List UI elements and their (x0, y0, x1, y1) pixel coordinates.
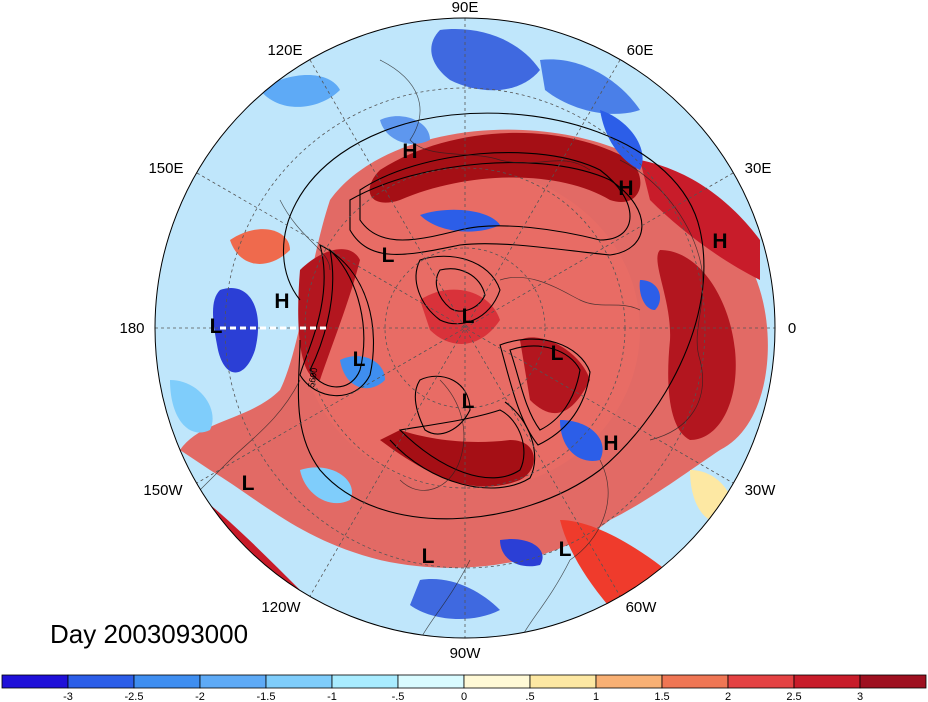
lon-label-60e: 60E (627, 42, 654, 59)
map-boundary (154, 17, 776, 639)
colorbar-tick-label: -1.5 (257, 691, 276, 702)
colorbar-tick-label: 2.5 (786, 691, 801, 702)
colorbar-tick-label: 1.5 (654, 691, 669, 702)
low-marker: L (353, 348, 366, 371)
colorbar-swatch (331, 674, 399, 689)
low-marker: L (551, 342, 564, 365)
lon-label-90w: 90W (450, 645, 482, 662)
colorbar-tick-label: .5 (525, 691, 534, 702)
lon-label-30e: 30E (745, 160, 772, 177)
colorbar-swatch (463, 674, 531, 689)
longitude-labels: 90E 60E 30E 0 30W 60W 90W 120W 150W 180 … (119, 0, 796, 662)
high-marker: H (402, 140, 417, 163)
colorbar-swatch (67, 674, 135, 689)
colorbar-tick-label: 0 (461, 691, 467, 702)
lon-label-60w: 60W (626, 599, 658, 616)
colorbar-swatch (397, 674, 465, 689)
colorbar: -3 -2.5 -2 -1.5 -1 -.5 0 .5 1 1.5 2 2.5 3 (1, 674, 927, 702)
contour-label: 5600 (306, 367, 319, 388)
high-marker: H (618, 177, 633, 200)
colorbar-tick-label: 1 (593, 691, 599, 702)
colorbar-swatch (133, 674, 201, 689)
lon-label-90e: 90E (452, 0, 479, 16)
high-marker: H (712, 230, 727, 253)
lon-label-0: 0 (788, 320, 796, 337)
colorbar-swatch (1, 674, 69, 689)
colorbar-tick-label: 3 (857, 691, 863, 702)
lon-label-150e: 150E (148, 160, 183, 177)
low-marker: L (210, 315, 223, 338)
colorbar-tick-label: -2 (195, 691, 205, 702)
colorbar-tick-label: -1 (327, 691, 337, 702)
colorbar-swatch (529, 674, 597, 689)
colorbar-tick-label: 2 (725, 691, 731, 702)
low-marker: L (382, 244, 395, 267)
colorbar-tick-label: -2.5 (125, 691, 144, 702)
colorbar-tick-label: -3 (63, 691, 73, 702)
colorbar-swatch (727, 674, 795, 689)
colorbar-swatch (199, 674, 267, 689)
pressure-system-markers: H H H H H L L L L L L L L L (210, 140, 728, 568)
height-contours (282, 112, 705, 520)
lon-label-120w: 120W (261, 599, 301, 616)
high-marker: H (603, 432, 618, 455)
low-marker: L (462, 390, 475, 413)
graticule (155, 18, 775, 638)
high-marker: H (274, 290, 289, 313)
lon-label-150w: 150W (143, 482, 183, 499)
lon-label-120e: 120E (267, 42, 302, 59)
low-marker: L (422, 545, 435, 568)
lon-label-180: 180 (119, 320, 144, 337)
day-label: Day 2003093000 (50, 619, 249, 649)
colorbar-swatch (595, 674, 663, 689)
colorbar-swatch (859, 674, 927, 689)
colorbar-swatch (661, 674, 729, 689)
colorbar-swatch (793, 674, 861, 689)
low-marker: L (462, 305, 475, 328)
lon-label-30w: 30W (745, 482, 777, 499)
low-marker: L (242, 472, 255, 495)
colorbar-tick-label: -.5 (392, 691, 405, 702)
colorbar-swatch (265, 674, 333, 689)
low-marker: L (559, 538, 572, 561)
